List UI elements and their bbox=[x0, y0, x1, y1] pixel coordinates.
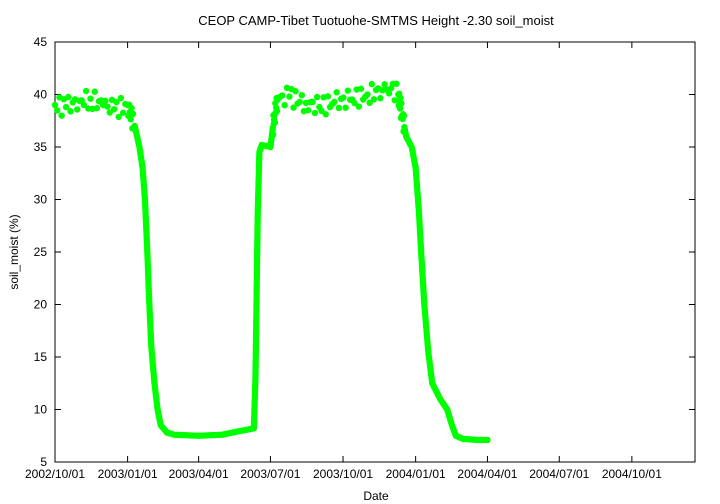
plot-frame bbox=[54, 41, 696, 463]
data-point bbox=[340, 94, 347, 101]
data-point bbox=[115, 113, 122, 121]
data-point bbox=[128, 104, 135, 112]
data-point bbox=[396, 105, 404, 112]
data-point bbox=[273, 107, 281, 115]
data-point bbox=[333, 89, 340, 96]
y-tick-label: 25 bbox=[34, 245, 48, 259]
data-point bbox=[119, 109, 127, 116]
y-tick-label: 5 bbox=[40, 455, 47, 469]
data-point bbox=[296, 98, 303, 106]
data-point bbox=[110, 106, 118, 113]
data-point bbox=[292, 88, 299, 95]
x-axis-label: Date bbox=[363, 489, 389, 503]
data-point bbox=[313, 93, 321, 101]
data-point bbox=[298, 91, 306, 99]
data-point bbox=[370, 96, 378, 103]
data-point bbox=[74, 106, 81, 113]
data-point bbox=[129, 110, 137, 118]
data-point bbox=[62, 103, 70, 111]
data-point bbox=[397, 94, 404, 102]
x-tick-label: 2004/07/01 bbox=[529, 467, 589, 481]
x-tick-label: 2004/10/01 bbox=[602, 467, 662, 481]
data-point bbox=[58, 112, 65, 119]
data-point bbox=[290, 104, 297, 111]
data-point bbox=[54, 107, 61, 114]
x-tick-label: 2003/01/01 bbox=[98, 467, 158, 481]
data-point bbox=[484, 436, 491, 444]
data-point bbox=[368, 80, 375, 88]
data-point bbox=[311, 109, 319, 117]
x-tick-label: 2003/07/01 bbox=[240, 467, 300, 481]
data-point bbox=[67, 108, 74, 115]
x-tick-label: 2003/10/01 bbox=[313, 467, 373, 481]
data-point bbox=[385, 90, 393, 97]
data-point bbox=[364, 91, 371, 98]
data-point bbox=[357, 85, 365, 92]
data-point bbox=[324, 93, 332, 100]
chart-title: CEOP CAMP-Tibet Tuotuohe-SMTMS Height -2… bbox=[198, 13, 554, 28]
data-point bbox=[102, 97, 109, 105]
data-point bbox=[87, 95, 94, 102]
x-tick-label: 2004/01/01 bbox=[386, 467, 446, 481]
data-point bbox=[286, 93, 293, 100]
data-point bbox=[366, 99, 373, 107]
data-point bbox=[104, 103, 111, 110]
y-tick-label: 20 bbox=[34, 298, 48, 312]
data-point bbox=[281, 101, 288, 109]
data-point bbox=[344, 87, 352, 94]
data-point bbox=[355, 103, 363, 110]
data-point bbox=[377, 95, 384, 102]
data-point bbox=[309, 98, 316, 106]
data-point bbox=[93, 104, 101, 112]
x-tick-label: 2002/10/01 bbox=[25, 467, 85, 481]
data-point bbox=[117, 94, 125, 102]
data-point bbox=[269, 131, 277, 138]
data-point bbox=[335, 104, 343, 112]
data-point bbox=[279, 92, 286, 99]
data-point bbox=[82, 87, 90, 95]
data-point bbox=[400, 112, 408, 119]
y-tick-label: 45 bbox=[34, 35, 48, 49]
data-point bbox=[393, 80, 400, 87]
data-point bbox=[342, 104, 349, 111]
data-point bbox=[318, 107, 325, 115]
y-tick-label: 15 bbox=[34, 350, 48, 364]
data-point bbox=[113, 98, 120, 106]
data-point bbox=[51, 101, 59, 109]
data-point bbox=[91, 88, 98, 95]
y-axis-label: soil_moist (%) bbox=[7, 214, 21, 289]
data-point bbox=[381, 81, 388, 88]
data-point bbox=[65, 93, 72, 101]
data-point bbox=[322, 111, 329, 118]
data-point bbox=[331, 98, 338, 106]
axis-ticks: 5 10 15 20 25 30 35 40 45 2002/10/01 2003/01/01 200… bbox=[25, 35, 695, 481]
data-point bbox=[271, 119, 279, 126]
x-tick-label: 2004/04/01 bbox=[457, 467, 517, 481]
x-tick-label: 2003/04/01 bbox=[169, 467, 229, 481]
y-tick-label: 10 bbox=[34, 403, 48, 417]
data-point bbox=[398, 99, 405, 107]
data-point bbox=[80, 101, 88, 109]
data-point bbox=[106, 109, 113, 116]
y-tick-label: 40 bbox=[34, 88, 48, 102]
data-point bbox=[391, 97, 398, 104]
data-points bbox=[51, 80, 491, 444]
data-point bbox=[304, 107, 312, 114]
y-tick-label: 35 bbox=[34, 140, 48, 154]
data-point bbox=[351, 99, 358, 107]
data-point bbox=[127, 116, 134, 123]
y-tick-label: 30 bbox=[34, 193, 48, 207]
